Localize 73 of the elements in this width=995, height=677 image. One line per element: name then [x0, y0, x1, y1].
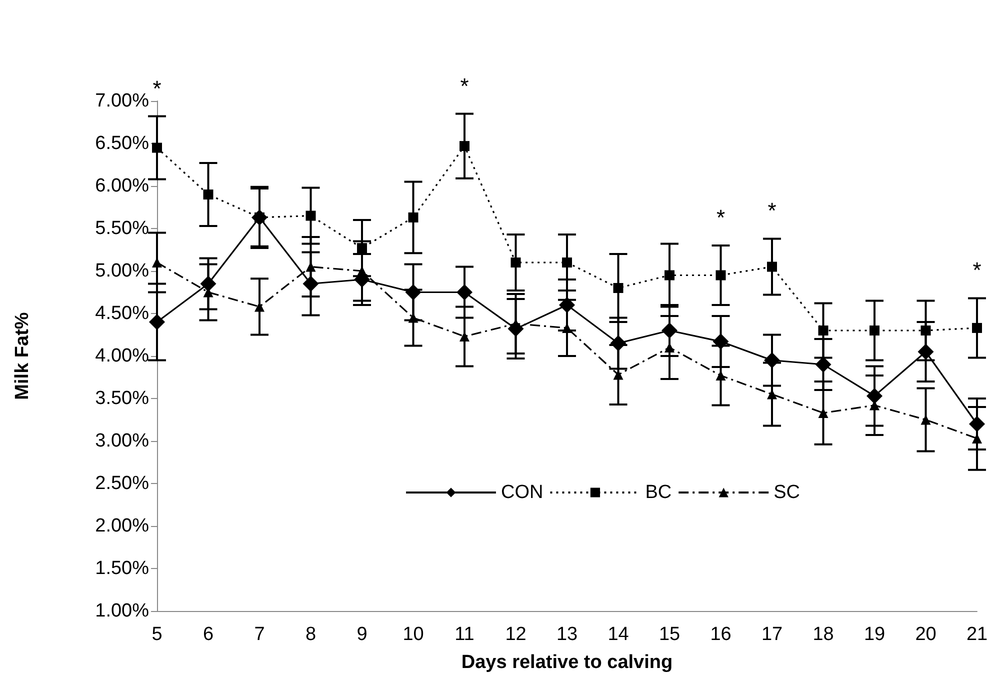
point: [920, 414, 931, 425]
y-tick-label: 7.00%: [95, 90, 150, 112]
point: [764, 352, 780, 368]
point: [662, 322, 678, 338]
y-tick-label: 2.00%: [95, 516, 150, 536]
x-tick-label: 10: [402, 624, 424, 645]
point: [969, 416, 985, 432]
point: [712, 334, 729, 350]
y-tick-label: 4.50%: [95, 303, 150, 324]
x-tick-label: 15: [658, 624, 680, 645]
y-tick-label: 3.00%: [95, 430, 150, 452]
annotation: *: [768, 198, 777, 224]
point: [149, 314, 165, 330]
x-tick-label: 8: [305, 624, 316, 645]
point: [716, 370, 726, 381]
point: [456, 284, 472, 300]
y-tick-label: 4.00%: [95, 346, 150, 366]
x-tick-label: 9: [356, 624, 368, 645]
point: [866, 388, 882, 404]
point: [203, 190, 214, 200]
x-tick-label: 6: [202, 624, 214, 645]
x-tick-label: 11: [454, 624, 474, 645]
point: [610, 335, 626, 352]
y-tick-label: 5.50%: [95, 218, 150, 239]
point: [664, 270, 674, 280]
x-tick-label: 17: [761, 624, 783, 645]
y-tick-label: 1.00%: [95, 600, 150, 622]
point: [302, 276, 319, 292]
point: [818, 326, 828, 336]
y-tick-label: 2.50%: [95, 473, 150, 494]
annotation: *: [716, 205, 726, 230]
point: [200, 276, 216, 292]
point: [716, 270, 726, 280]
x-tick-label: 16: [710, 624, 732, 645]
x-tick-label: 7: [254, 624, 265, 645]
point: [460, 141, 470, 152]
x-tick-label: 14: [608, 624, 630, 645]
point: [562, 258, 572, 268]
x-tick-label: 20: [915, 624, 936, 645]
point: [306, 210, 316, 221]
annotation: *: [152, 76, 162, 101]
x-tick-label: 21: [966, 624, 988, 645]
point: [815, 356, 832, 372]
legend-label: BC: [645, 482, 672, 503]
legend-label: CON: [501, 482, 544, 503]
point: [613, 283, 624, 293]
point: [870, 326, 880, 336]
x-axis-title: Days relative to calving: [461, 652, 673, 673]
x-tick-label: 13: [556, 624, 578, 645]
y-tick-label: 3.50%: [95, 388, 150, 409]
point: [405, 284, 422, 300]
x-tick-label: 19: [864, 624, 886, 645]
point: [408, 212, 418, 222]
x-tick-label: 18: [812, 624, 834, 645]
legend-label: SC: [774, 482, 800, 503]
point: [559, 297, 575, 313]
y-tick-label: 6.50%: [95, 133, 150, 154]
point: [767, 262, 777, 272]
y-tick-label: 5.00%: [95, 260, 150, 282]
point: [920, 326, 931, 336]
x-tick-label: 5: [152, 624, 162, 645]
point: [510, 258, 521, 268]
annotation: *: [460, 73, 470, 98]
point: [152, 142, 162, 153]
annotation: *: [972, 258, 982, 283]
point: [613, 370, 624, 380]
y-tick-label: 1.50%: [95, 558, 150, 579]
point: [972, 322, 982, 333]
y-tick-label: 6.00%: [95, 176, 150, 196]
point: [357, 243, 367, 254]
x-tick-label: 12: [505, 624, 526, 645]
point: [918, 344, 934, 360]
y-axis-title: Milk Fat%: [12, 312, 33, 400]
